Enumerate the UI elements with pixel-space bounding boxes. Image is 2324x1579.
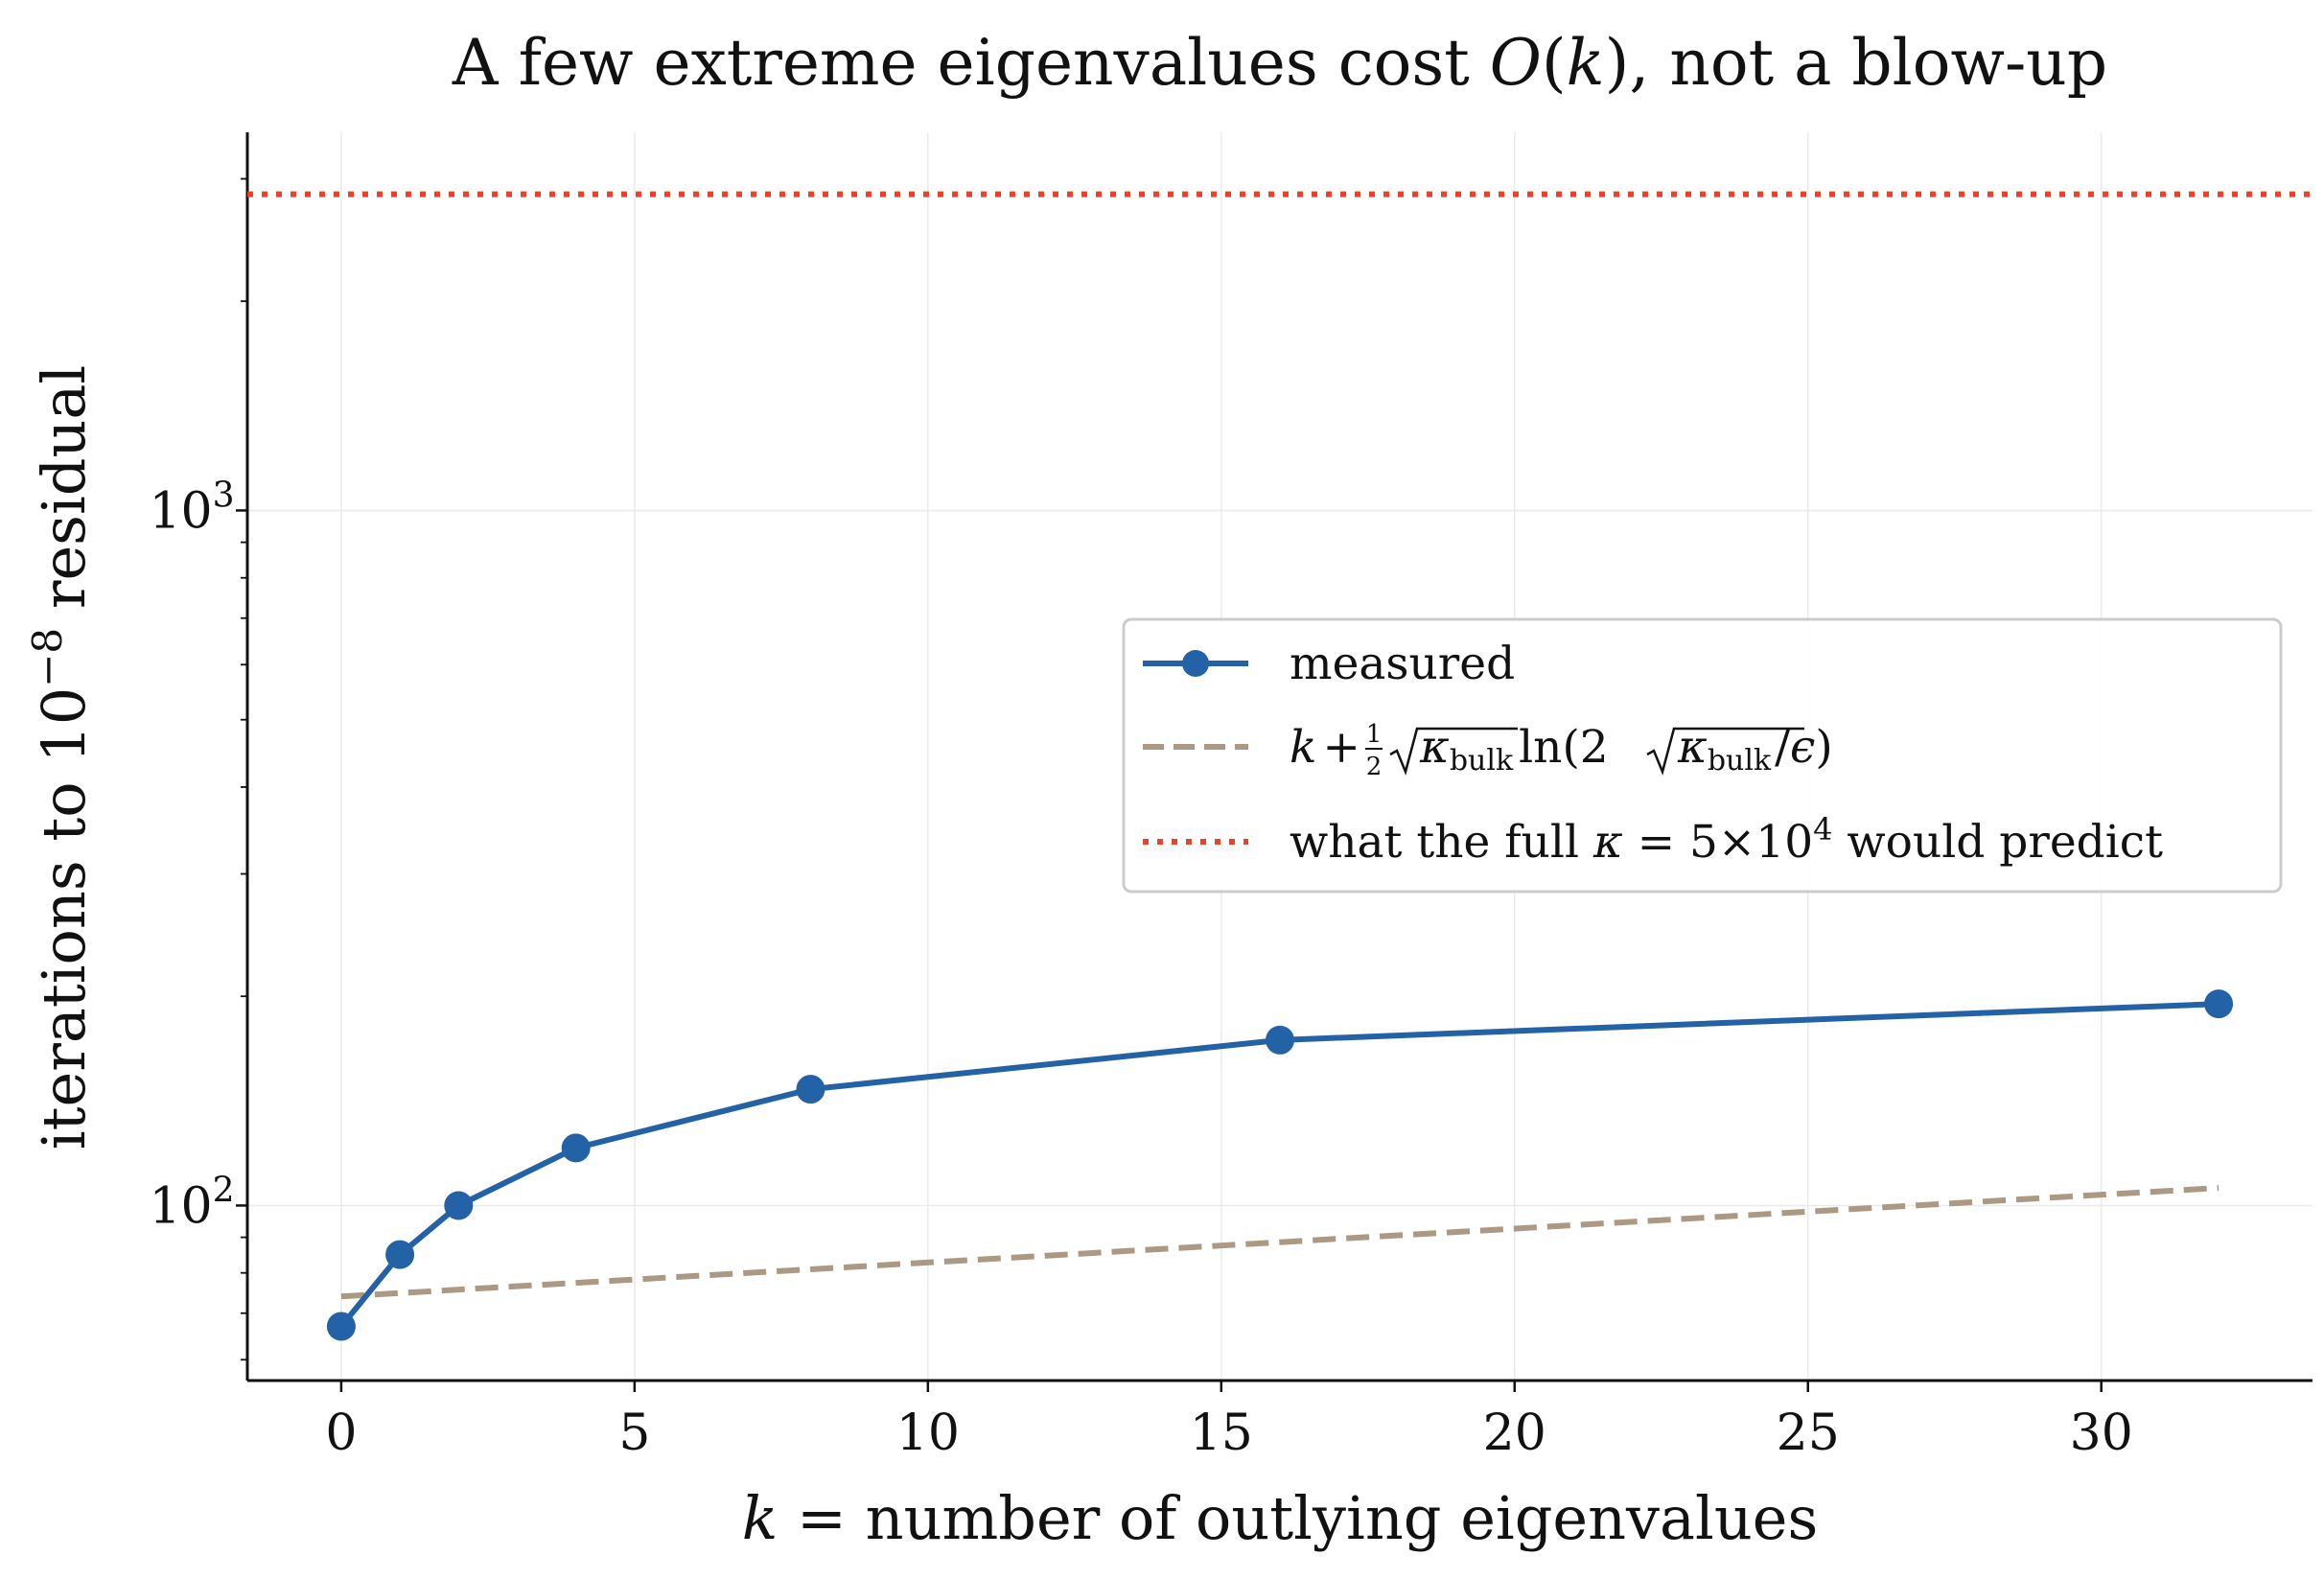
legend-bound-term-2: κbulk/ϵ)	[1677, 721, 1833, 778]
series-layer	[247, 191, 2312, 1341]
legend-bound-sqrt-sign-1	[1389, 727, 1518, 776]
legend-bound-frac-den: 2	[1366, 753, 1383, 781]
x-tick-label: 25	[1777, 1405, 1840, 1462]
legend-bound-term-1: κbulk ln(2	[1419, 721, 1609, 778]
x-tick-label: 0	[325, 1405, 357, 1462]
measured-point	[2204, 989, 2234, 1019]
legend-measured-label: measured	[1290, 638, 1515, 690]
y-ticks: 102 103	[149, 177, 247, 1361]
x-tick-label: 15	[1190, 1405, 1253, 1462]
legend-bound-frac-num: 1	[1366, 720, 1383, 749]
y-tick-label: 102	[149, 1171, 234, 1235]
x-axis-label: k = number of outlying eigenvalues	[742, 1483, 1819, 1553]
measured-point	[796, 1075, 825, 1104]
y-tick-label: 103	[149, 476, 234, 540]
legend: measured k + 1 2 κbulk ln(2 κbulk/ϵ) what …	[1122, 617, 2283, 894]
measured-point	[385, 1240, 415, 1269]
legend-measured-swatch-marker	[1182, 650, 1209, 677]
measured-point	[1266, 1025, 1294, 1055]
measured-point	[326, 1312, 356, 1341]
legend-full-kappa-label: what the full κ = 5×104 would predict	[1290, 811, 2163, 869]
y-axis-label: iterations to 10−8 residual	[24, 365, 99, 1149]
legend-frame	[1122, 617, 2283, 894]
legend-bound-label: k +	[1290, 721, 1360, 774]
measured-point	[561, 1133, 591, 1163]
x-ticks: 0 5 10 15 20 25 30	[325, 1381, 2133, 1462]
x-tick-label: 30	[2070, 1405, 2133, 1462]
legend-bound-sqrt-sign-2	[1646, 727, 1804, 776]
bound-estimate-line	[340, 1185, 2219, 1300]
chart-title: A few extreme eigenvalues cost O(k), not…	[452, 26, 2107, 100]
x-tick-label: 10	[896, 1405, 960, 1462]
axes	[245, 132, 2312, 1382]
x-tick-label: 20	[1483, 1405, 1546, 1462]
x-tick-label: 5	[618, 1405, 650, 1462]
measured-point	[444, 1191, 474, 1220]
